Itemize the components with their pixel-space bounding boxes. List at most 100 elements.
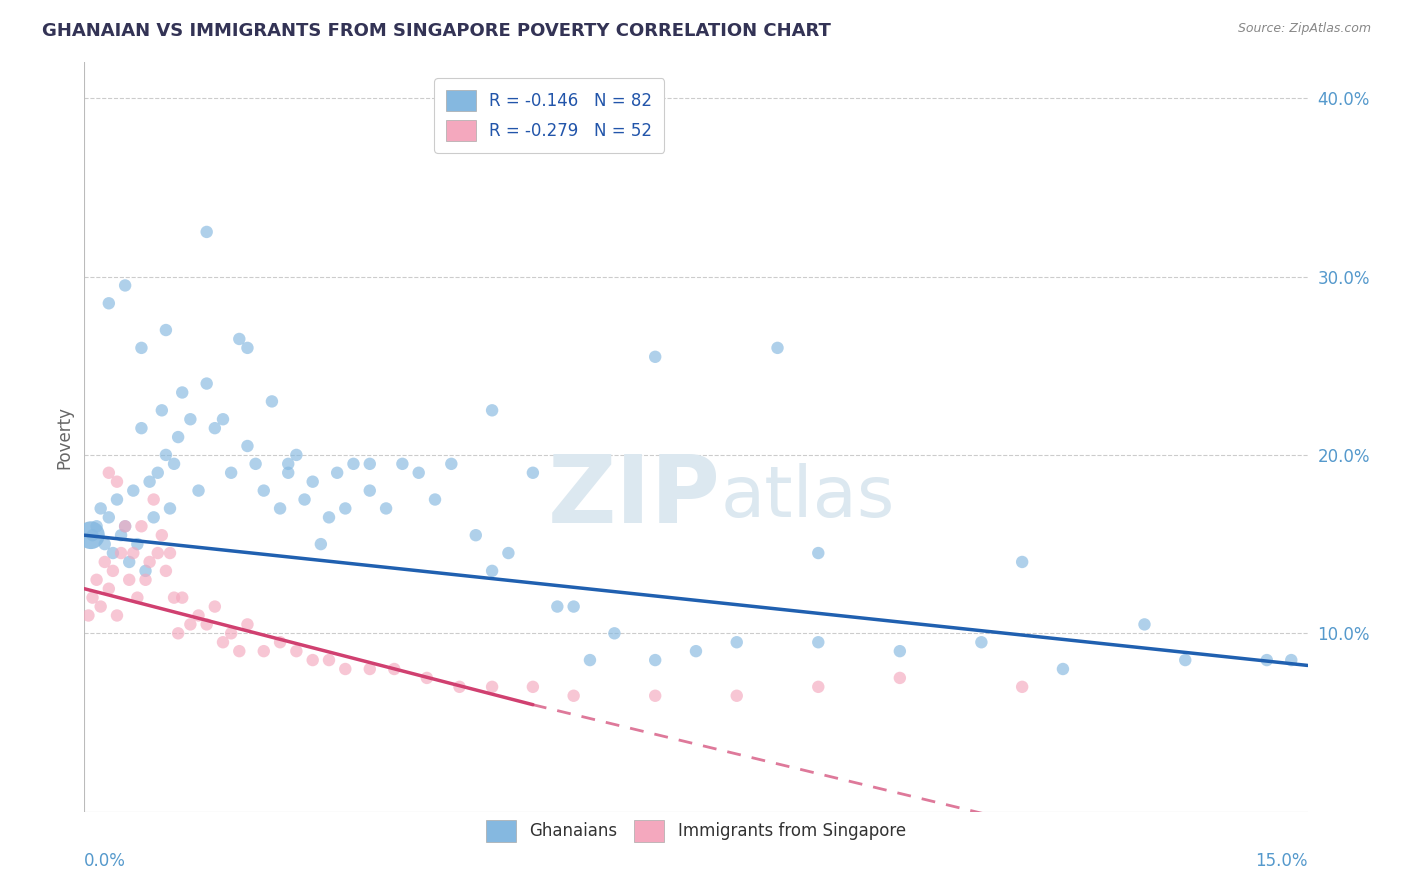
Point xyxy=(204,599,226,614)
Y-axis label: Poverty: Poverty xyxy=(55,406,73,468)
Point xyxy=(889,644,911,658)
Point xyxy=(122,546,145,560)
Point xyxy=(127,537,149,551)
Point xyxy=(138,555,160,569)
Point xyxy=(498,546,520,560)
Text: atlas: atlas xyxy=(720,463,894,532)
Point xyxy=(562,689,585,703)
Point xyxy=(131,519,153,533)
Point xyxy=(110,546,132,560)
Point xyxy=(105,475,128,489)
Point xyxy=(725,635,748,649)
Point xyxy=(77,608,100,623)
Point xyxy=(1256,653,1278,667)
Point xyxy=(1174,653,1197,667)
Point xyxy=(342,457,364,471)
Point xyxy=(228,644,250,658)
Point xyxy=(807,680,830,694)
Point xyxy=(359,483,381,498)
Point xyxy=(285,448,308,462)
Point xyxy=(269,501,291,516)
Point xyxy=(187,608,209,623)
Point xyxy=(114,519,136,533)
Point xyxy=(101,546,124,560)
Point xyxy=(167,626,190,640)
Point xyxy=(179,617,201,632)
Point xyxy=(1052,662,1074,676)
Point xyxy=(359,662,381,676)
Point xyxy=(1011,680,1033,694)
Point xyxy=(146,466,169,480)
Point xyxy=(236,439,259,453)
Point xyxy=(114,278,136,293)
Point xyxy=(110,528,132,542)
Point xyxy=(481,680,503,694)
Point xyxy=(167,430,190,444)
Point xyxy=(159,546,181,560)
Point xyxy=(644,350,666,364)
Point xyxy=(335,662,357,676)
Point xyxy=(1133,617,1156,632)
Point xyxy=(187,483,209,498)
Point xyxy=(260,394,283,409)
Point xyxy=(179,412,201,426)
Point xyxy=(236,617,259,632)
Point xyxy=(195,225,218,239)
Point xyxy=(127,591,149,605)
Point xyxy=(766,341,789,355)
Point xyxy=(481,403,503,417)
Point xyxy=(131,341,153,355)
Point xyxy=(440,457,463,471)
Point xyxy=(603,626,626,640)
Point xyxy=(219,626,242,640)
Point xyxy=(375,501,398,516)
Point xyxy=(80,528,103,542)
Point xyxy=(212,412,235,426)
Point xyxy=(644,689,666,703)
Point xyxy=(301,475,323,489)
Point xyxy=(159,501,181,516)
Point xyxy=(135,564,157,578)
Point xyxy=(155,323,177,337)
Point xyxy=(269,635,291,649)
Point xyxy=(97,582,120,596)
Point xyxy=(359,457,381,471)
Point xyxy=(146,546,169,560)
Point xyxy=(86,519,108,533)
Point xyxy=(90,501,112,516)
Point xyxy=(155,448,177,462)
Point xyxy=(163,457,186,471)
Point xyxy=(464,528,486,542)
Point xyxy=(277,466,299,480)
Point xyxy=(301,653,323,667)
Point xyxy=(807,546,830,560)
Point xyxy=(97,510,120,524)
Point xyxy=(150,403,173,417)
Point xyxy=(318,510,340,524)
Point xyxy=(725,689,748,703)
Point xyxy=(97,296,120,310)
Text: 0.0%: 0.0% xyxy=(84,852,127,870)
Point xyxy=(285,644,308,658)
Point xyxy=(326,466,349,480)
Point xyxy=(155,564,177,578)
Point xyxy=(219,466,242,480)
Point xyxy=(481,564,503,578)
Point xyxy=(416,671,439,685)
Point xyxy=(114,519,136,533)
Point xyxy=(309,537,332,551)
Point xyxy=(90,599,112,614)
Point xyxy=(644,653,666,667)
Point xyxy=(236,341,259,355)
Point xyxy=(335,501,357,516)
Point xyxy=(423,492,446,507)
Point xyxy=(807,635,830,649)
Point xyxy=(228,332,250,346)
Point xyxy=(135,573,157,587)
Point xyxy=(93,555,115,569)
Point xyxy=(522,680,544,694)
Point xyxy=(212,635,235,649)
Point xyxy=(294,492,316,507)
Text: 15.0%: 15.0% xyxy=(1256,852,1308,870)
Point xyxy=(562,599,585,614)
